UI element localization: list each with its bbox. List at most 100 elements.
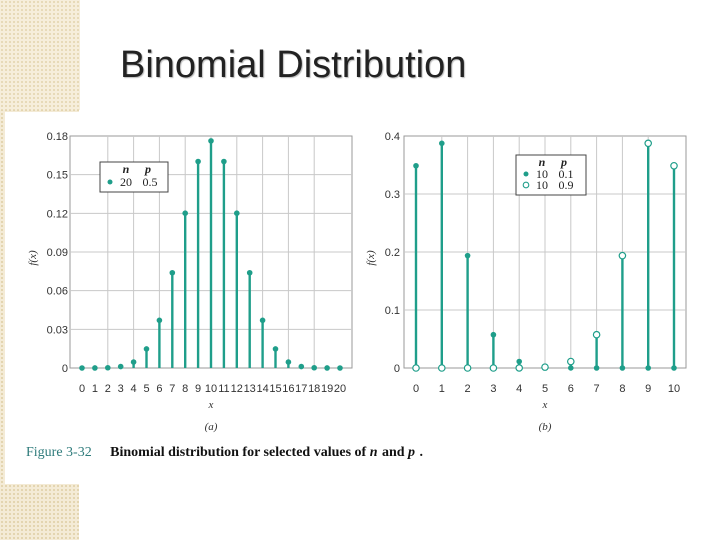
data-point-filled (464, 252, 471, 259)
data-point-open (463, 364, 472, 372)
x-tick-label: 2 (105, 383, 111, 395)
legend-marker-filled (107, 179, 113, 185)
data-point-open (489, 364, 498, 372)
x-tick-label: 8 (182, 383, 188, 395)
data-point-filled (311, 364, 318, 371)
data-point-filled (285, 359, 292, 365)
data-point-filled (208, 138, 214, 144)
x-tick-label: 7 (594, 383, 600, 395)
legend-p-value: 0.5 (143, 175, 158, 189)
x-tick-label: 19 (321, 383, 333, 395)
legend-box (99, 161, 169, 193)
x-tick-label: 8 (619, 383, 625, 395)
data-point-filled (143, 346, 150, 352)
y-tick-label: 0 (62, 363, 68, 375)
y-tick-label: 0.12 (47, 208, 68, 220)
data-point-open (566, 357, 575, 366)
data-point-open (515, 364, 524, 372)
x-tick-label: 4 (131, 383, 137, 395)
caption: Figure 3-32 Binomial distribution for se… (26, 443, 423, 460)
caption-number: Figure 3-32 (26, 445, 92, 460)
data-point-open (541, 363, 549, 371)
data-point-filled (324, 365, 330, 371)
data-point-filled (259, 317, 266, 324)
y-axis-label: f(x) (365, 250, 377, 266)
y-tick-label: 0.3 (385, 189, 400, 201)
x-tick-label: 1 (439, 383, 445, 395)
legend-n-value: 10 (536, 178, 548, 192)
x-axis-label: x (542, 399, 548, 411)
chart-sublabel: (a) (205, 421, 218, 433)
data-point-open (437, 364, 446, 372)
x-tick-label: 18 (308, 383, 320, 395)
x-tick-label: 12 (231, 383, 243, 395)
chart-b: 0 0.1 0.2 0.3 0.4 0 1 2 3 4 5 6 7 8 9 10 x f(x) (b) n p 10 0.1… (365, 131, 687, 433)
x-tick-label: 3 (490, 383, 496, 395)
y-axis-label: f(x) (27, 250, 39, 266)
y-tick-label: 0.06 (47, 286, 68, 298)
x-tick-label: 10 (205, 383, 217, 395)
x-tick-label: 2 (465, 383, 471, 395)
data-point-filled (105, 364, 111, 371)
y-tick-label: 0.03 (47, 324, 68, 336)
chart-sublabel: (b) (539, 421, 552, 433)
data-point-filled (156, 317, 163, 324)
data-point-filled (439, 140, 445, 147)
x-tick-label: 1 (92, 383, 98, 395)
legend-marker-open (522, 181, 530, 189)
data-point-open (670, 161, 678, 170)
legend-marker-filled (523, 171, 529, 177)
x-tick-label: 10 (668, 383, 680, 395)
data-point-filled (413, 162, 419, 169)
data-point-filled (92, 365, 98, 371)
caption-n: n (370, 445, 378, 460)
x-tick-label: 16 (282, 383, 294, 395)
x-tick-label: 7 (169, 383, 175, 395)
x-tick-label: 9 (195, 383, 201, 395)
legend-n-value: 10 (536, 167, 548, 181)
data-point-filled (272, 346, 279, 352)
x-tick-label: 20 (334, 383, 346, 395)
data-point-open (592, 330, 601, 339)
data-point-filled (516, 358, 522, 365)
data-point-filled (182, 210, 188, 217)
caption-text: Binomial distribution for selected value… (110, 445, 370, 460)
legend-header-p: p (560, 155, 567, 169)
x-tick-label: 11 (218, 383, 229, 395)
y-tick-label: 0.4 (385, 131, 400, 143)
y-tick-label: 0.15 (47, 170, 68, 182)
y-tick-label: 0.18 (47, 131, 68, 143)
x-tick-label: 3 (118, 383, 124, 395)
legend-header-n: n (539, 155, 546, 169)
data-point-filled (234, 210, 240, 217)
x-tick-label: 14 (256, 383, 268, 395)
data-point-filled (337, 365, 343, 371)
legend-header-p: p (144, 162, 151, 176)
x-tick-label: 0 (79, 383, 85, 395)
x-tick-label: 13 (244, 383, 256, 395)
y-tick-label: 0.09 (47, 247, 68, 259)
data-point-filled (117, 363, 124, 370)
data-point-open (412, 364, 420, 372)
legend-p-value: 0.9 (559, 178, 574, 192)
chart-a: 00.030.060.090.120.150.180 1 2 3 4 5 6 7 8 9 10 11 1… (27, 131, 353, 433)
data-point-filled (490, 331, 497, 338)
caption-p: p (407, 445, 415, 460)
x-tick-label: 0 (413, 383, 419, 395)
slide-title: Binomial Distribution (120, 44, 467, 86)
data-point-open (618, 251, 627, 260)
decorative-corner (0, 0, 80, 110)
data-point-filled (298, 363, 305, 370)
legend-n-value: 20 (120, 175, 132, 189)
data-point-filled (169, 269, 176, 276)
x-axis-label: x (208, 399, 214, 411)
x-tick-label: 6 (156, 383, 162, 395)
x-tick-label: 9 (645, 383, 651, 395)
x-tick-label: 6 (568, 383, 574, 395)
legend-header-n: n (123, 162, 130, 176)
data-point-filled (130, 359, 137, 365)
data-point-filled (246, 269, 253, 276)
data-point-filled (221, 158, 227, 165)
y-tick-label: 0.2 (385, 247, 400, 259)
